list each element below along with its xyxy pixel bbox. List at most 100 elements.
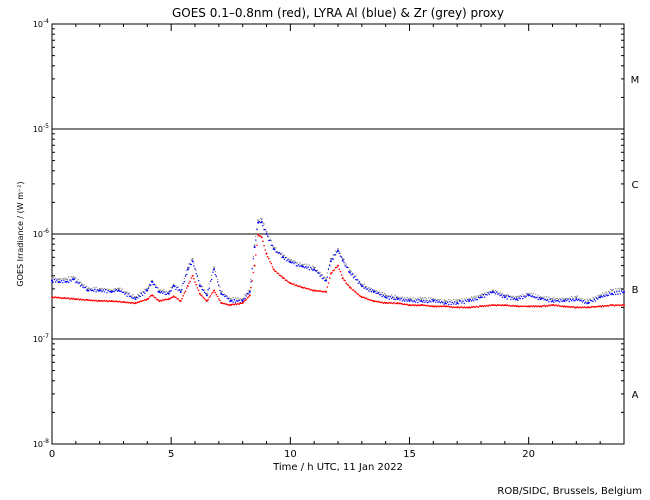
trace-dot bbox=[328, 277, 331, 279]
y-tick-label: 10-8 bbox=[33, 438, 49, 449]
trace-dot bbox=[318, 290, 320, 293]
trace-dot bbox=[295, 284, 298, 286]
trace-dot bbox=[566, 305, 568, 308]
trace-dot bbox=[363, 287, 365, 289]
trace-dot bbox=[159, 289, 162, 291]
trace-dot bbox=[101, 291, 103, 293]
trace-dot bbox=[255, 235, 257, 238]
trace-dot bbox=[219, 299, 221, 302]
trace-dot bbox=[613, 305, 616, 307]
trace-dot bbox=[545, 304, 548, 307]
trace-dot bbox=[438, 299, 440, 301]
trace-dot bbox=[53, 297, 56, 299]
trace-dot bbox=[185, 287, 188, 289]
trace-dot bbox=[243, 298, 245, 300]
trace-dot bbox=[244, 297, 246, 300]
data-point bbox=[253, 246, 256, 249]
trace-dot bbox=[258, 221, 260, 223]
trace-dot bbox=[64, 296, 66, 299]
trace-dot bbox=[615, 293, 617, 296]
trace-dot bbox=[153, 283, 156, 286]
trace-dot bbox=[485, 305, 487, 308]
series-goes-0-1-0-8nm bbox=[51, 233, 625, 309]
data-point bbox=[122, 301, 125, 304]
trace-dot bbox=[358, 294, 361, 297]
trace-dot bbox=[365, 286, 368, 288]
trace-dot bbox=[533, 296, 536, 298]
trace-dot bbox=[435, 298, 437, 300]
trace-dot bbox=[424, 304, 426, 307]
trace-dot bbox=[224, 293, 226, 296]
trace-dot bbox=[190, 263, 193, 266]
trace-dot bbox=[355, 291, 357, 294]
trace-dot bbox=[505, 304, 507, 307]
trace-dot bbox=[522, 298, 524, 300]
trace-dot bbox=[76, 298, 78, 301]
trace-dot bbox=[231, 303, 233, 306]
trace-dot bbox=[102, 300, 104, 303]
x-tick-label: 10 bbox=[284, 449, 297, 460]
trace-dot bbox=[510, 298, 512, 301]
trace-dot bbox=[309, 289, 312, 291]
trace-dot bbox=[555, 300, 557, 302]
trace-dot bbox=[234, 302, 237, 305]
trace-dot bbox=[388, 301, 391, 304]
trace-dot bbox=[203, 289, 206, 291]
trace-dot bbox=[212, 291, 214, 294]
data-point bbox=[272, 247, 275, 250]
trace-dot bbox=[139, 300, 141, 303]
trace-dot bbox=[481, 296, 483, 298]
trace-dot bbox=[57, 296, 59, 299]
trace-dot bbox=[138, 295, 140, 297]
trace-dot bbox=[159, 292, 162, 294]
trace-dot bbox=[246, 292, 249, 295]
trace-dot bbox=[606, 304, 609, 307]
trace-dot bbox=[320, 274, 322, 276]
trace-dot bbox=[433, 305, 436, 308]
trace-dot bbox=[92, 299, 95, 302]
y-tick-label: 10-6 bbox=[33, 228, 49, 239]
trace-dot bbox=[137, 293, 139, 296]
trace-dot bbox=[358, 282, 361, 284]
trace-dot bbox=[163, 299, 165, 302]
trace-dot bbox=[293, 263, 295, 265]
trace-dot bbox=[578, 298, 580, 301]
trace-dot bbox=[327, 267, 330, 269]
data-point bbox=[241, 298, 244, 301]
trace-dot bbox=[150, 284, 152, 286]
trace-dot bbox=[555, 304, 557, 306]
trace-dot bbox=[69, 298, 71, 301]
trace-dot bbox=[487, 292, 489, 294]
trace-dot bbox=[231, 298, 233, 300]
trace-dot bbox=[365, 297, 368, 300]
trace-dot bbox=[305, 266, 307, 268]
trace-dot bbox=[292, 261, 294, 263]
trace-dot bbox=[592, 305, 594, 308]
trace-dot bbox=[579, 306, 581, 308]
data-point bbox=[408, 298, 411, 301]
trace-dot bbox=[585, 301, 587, 303]
trace-dot bbox=[389, 302, 392, 304]
trace-dot bbox=[512, 304, 514, 307]
trace-dot bbox=[519, 297, 521, 300]
trace-dot bbox=[203, 297, 206, 300]
trace-dot bbox=[402, 299, 405, 301]
trace-dot bbox=[226, 297, 228, 299]
trace-dot bbox=[175, 288, 177, 291]
trace-dot bbox=[375, 300, 377, 303]
trace-dot bbox=[417, 304, 419, 306]
data-point bbox=[282, 254, 285, 257]
trace-dot bbox=[489, 304, 492, 307]
trace-dot bbox=[169, 290, 171, 293]
trace-dot bbox=[122, 291, 125, 294]
trace-dot bbox=[390, 297, 393, 300]
data-point bbox=[191, 274, 194, 277]
trace-dot bbox=[256, 228, 258, 231]
data-point bbox=[432, 300, 435, 303]
trace-dot bbox=[91, 299, 94, 302]
data-point bbox=[151, 280, 154, 283]
trace-dot bbox=[483, 292, 486, 295]
trace-dot bbox=[506, 304, 509, 306]
trace-dot bbox=[251, 280, 253, 282]
trace-dot bbox=[532, 296, 535, 298]
